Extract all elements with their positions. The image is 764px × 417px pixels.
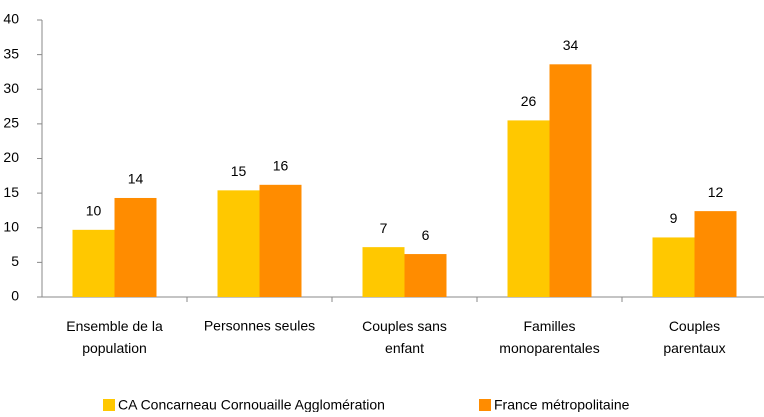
value-label: 10 xyxy=(86,203,102,219)
y-tick-label: 15 xyxy=(3,184,19,200)
bar xyxy=(217,190,260,297)
legend-swatch xyxy=(479,399,491,411)
x-tick-label: Ensemble de la population xyxy=(66,318,163,356)
bar xyxy=(114,197,157,297)
bar xyxy=(652,237,695,297)
value-label: 6 xyxy=(422,227,430,243)
value-label: 16 xyxy=(273,158,289,174)
y-tick-label: 10 xyxy=(3,218,19,234)
y-tick-label: 30 xyxy=(3,80,19,96)
y-tick-label: 20 xyxy=(3,149,19,165)
bar xyxy=(507,120,550,297)
x-tick-label: Personnes seules xyxy=(204,318,315,334)
x-tick-label: Couples parentaux xyxy=(663,318,725,356)
x-tick-label: Couples sans enfant xyxy=(362,318,447,356)
value-label: 26 xyxy=(521,93,537,109)
legend-swatch xyxy=(103,399,115,411)
bar xyxy=(362,247,405,297)
value-label: 14 xyxy=(128,171,144,187)
bar xyxy=(694,211,737,297)
bar xyxy=(549,64,592,297)
y-tick-label: 5 xyxy=(11,253,19,269)
y-tick-label: 40 xyxy=(3,11,19,27)
y-tick-label: 0 xyxy=(11,288,19,304)
bar xyxy=(404,254,447,297)
bar xyxy=(72,229,115,297)
value-label: 12 xyxy=(708,184,724,200)
y-tick-label: 25 xyxy=(3,115,19,131)
bar xyxy=(259,184,302,297)
value-label: 7 xyxy=(380,220,388,236)
legend-label: CA Concarneau Cornouaille Agglomération xyxy=(118,397,385,412)
value-label: 15 xyxy=(231,163,247,179)
value-label: 34 xyxy=(563,37,579,53)
y-tick-label: 35 xyxy=(3,45,19,61)
x-tick-label: Familles monoparentales xyxy=(499,318,599,356)
legend-label: France métropolitaine xyxy=(494,397,630,412)
value-label: 9 xyxy=(670,210,678,226)
